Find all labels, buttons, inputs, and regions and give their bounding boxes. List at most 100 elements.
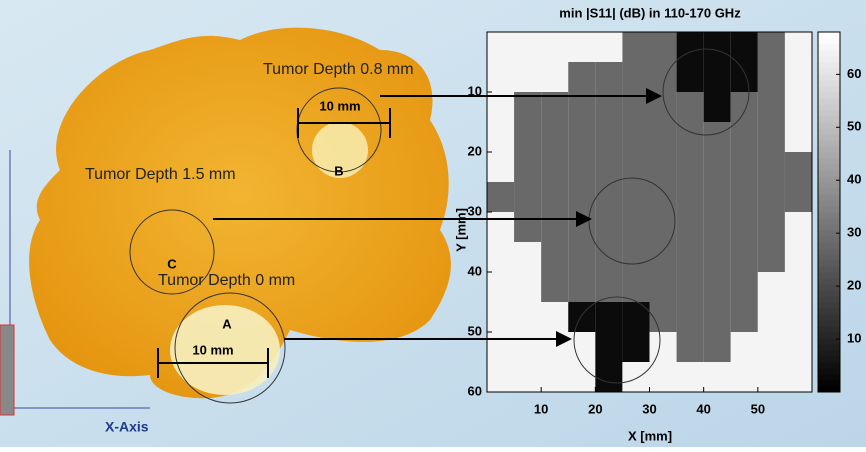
heat-cell xyxy=(595,332,622,362)
colorbar-step xyxy=(818,302,840,309)
heat-cell xyxy=(487,272,514,302)
heat-cell xyxy=(595,32,622,62)
colorbar-step xyxy=(818,254,840,261)
y-tick-label: 30 xyxy=(468,203,482,218)
heat-cell xyxy=(622,302,649,332)
heat-cell xyxy=(568,32,595,62)
colorbar-step xyxy=(818,50,840,57)
heat-cell xyxy=(677,272,704,302)
heat-cell xyxy=(704,272,731,302)
colorbar-step xyxy=(818,182,840,189)
heat-cell xyxy=(568,242,595,272)
heat-cell xyxy=(622,122,649,152)
heat-cell xyxy=(568,122,595,152)
colorbar-step xyxy=(818,272,840,279)
heat-cell xyxy=(677,62,704,92)
heat-cell xyxy=(595,302,622,332)
region-letter: B xyxy=(334,163,343,178)
heat-cell xyxy=(677,332,704,362)
heat-cell xyxy=(704,362,731,392)
colorbar-step xyxy=(818,38,840,45)
colorbar-step xyxy=(818,146,840,153)
heat-cell xyxy=(514,212,541,242)
heat-cell xyxy=(541,122,568,152)
heat-cell xyxy=(541,152,568,182)
colorbar-step xyxy=(818,68,840,75)
heat-cell xyxy=(731,92,758,122)
heat-cell xyxy=(704,92,731,122)
heat-cell xyxy=(568,212,595,242)
colorbar-step xyxy=(818,104,840,111)
heat-cell xyxy=(487,62,514,92)
heat-cell xyxy=(514,362,541,392)
y-axis-title: Y [mm] xyxy=(453,208,468,252)
heat-cell xyxy=(758,62,785,92)
heat-cell xyxy=(650,242,677,272)
heat-cell xyxy=(731,212,758,242)
heat-cell xyxy=(677,92,704,122)
heat-cell xyxy=(677,362,704,392)
heat-cell xyxy=(731,302,758,332)
colorbar-step xyxy=(818,164,840,171)
depth-label: Tumor Depth 0.8 mm xyxy=(263,61,414,78)
colorbar-step xyxy=(818,242,840,249)
heat-cell xyxy=(731,362,758,392)
colorbar-step xyxy=(818,266,840,273)
heat-cell xyxy=(514,302,541,332)
heat-cell xyxy=(785,152,812,182)
heat-cell xyxy=(622,362,649,392)
heat-cell xyxy=(650,332,677,362)
colorbar-step xyxy=(818,218,840,225)
heat-cell xyxy=(541,302,568,332)
heat-cell xyxy=(785,362,812,392)
heat-cell xyxy=(568,362,595,392)
heat-cell xyxy=(568,332,595,362)
heat-cell xyxy=(487,32,514,62)
page: Tumor Depth 0.8 mm 10 mm B Tumor Depth 1… xyxy=(0,0,866,447)
depth-label: Tumor Depth 1.5 mm xyxy=(85,166,236,183)
heat-cell xyxy=(704,182,731,212)
heat-cell xyxy=(785,182,812,212)
heat-cell xyxy=(622,182,649,212)
colorbar-step xyxy=(818,44,840,51)
colorbar-step xyxy=(818,134,840,141)
heat-cell xyxy=(541,242,568,272)
heat-cell xyxy=(785,242,812,272)
region-letter: C xyxy=(167,256,177,271)
colorbar-step xyxy=(818,320,840,327)
colorbar-step xyxy=(818,212,840,219)
x-tick-label: 20 xyxy=(588,401,602,416)
y-tick-label: 60 xyxy=(468,383,482,398)
heat-cell xyxy=(595,182,622,212)
heat-cell xyxy=(731,272,758,302)
colorbar-label: 10 xyxy=(847,330,861,345)
colorbar-step xyxy=(818,116,840,123)
heat-cell xyxy=(541,32,568,62)
heat-cell xyxy=(568,152,595,182)
heat-cell xyxy=(541,182,568,212)
colorbar-step xyxy=(818,284,840,291)
heat-cell xyxy=(622,242,649,272)
colorbar-step xyxy=(818,374,840,381)
heat-cell xyxy=(487,242,514,272)
heat-cell xyxy=(514,182,541,212)
heat-cell xyxy=(704,32,731,62)
colorbar-step xyxy=(818,224,840,231)
heat-cell xyxy=(541,332,568,362)
heat-cell xyxy=(677,182,704,212)
heat-cell xyxy=(758,272,785,302)
heat-cell xyxy=(514,122,541,152)
depth-label: Tumor Depth 0 mm xyxy=(158,272,295,289)
heat-cell xyxy=(514,152,541,182)
colorbar-step xyxy=(818,332,840,339)
heat-cell xyxy=(568,302,595,332)
heat-cell xyxy=(622,272,649,302)
colorbar-step xyxy=(818,32,840,39)
colorbar-step xyxy=(818,344,840,351)
colorbar-step xyxy=(818,206,840,213)
scale-label: 10 mm xyxy=(319,98,360,113)
heat-cell xyxy=(758,212,785,242)
heat-cell xyxy=(758,302,785,332)
heat-cell xyxy=(731,62,758,92)
heat-cell xyxy=(487,332,514,362)
